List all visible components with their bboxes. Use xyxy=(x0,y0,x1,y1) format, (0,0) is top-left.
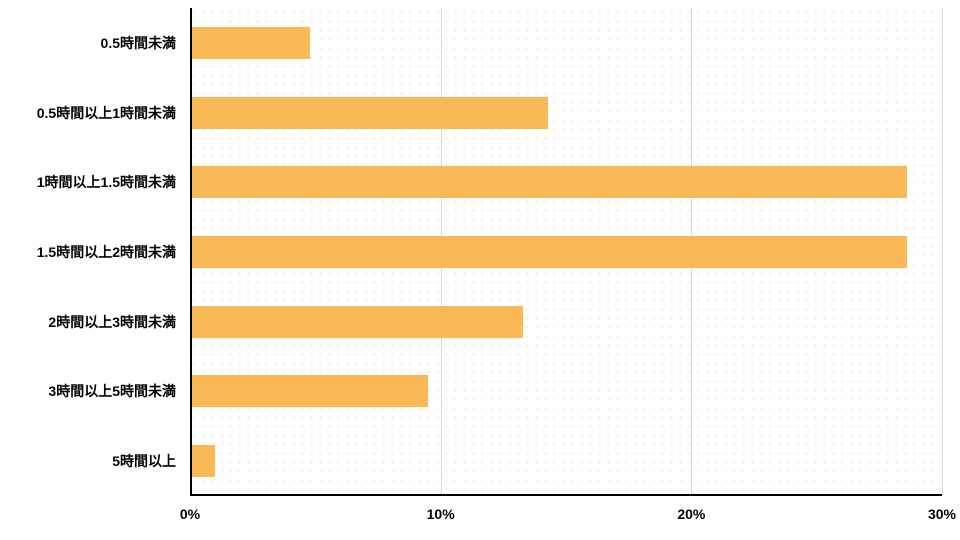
bar xyxy=(190,27,310,59)
bar xyxy=(190,375,428,407)
bar xyxy=(190,97,548,129)
x-tick-label: 20% xyxy=(677,496,705,522)
plot-area: 0%10%20%30%0.5時間未満0.5時間以上1時間未満1時間以上1.5時間… xyxy=(190,8,942,496)
x-axis-line xyxy=(190,494,942,496)
bar xyxy=(190,445,215,477)
y-category-label: 1.5時間以上2時間未満 xyxy=(37,242,190,262)
bar xyxy=(190,236,907,268)
y-category-label: 3時間以上5時間未満 xyxy=(48,381,190,401)
x-tick-label: 30% xyxy=(928,496,956,522)
x-gridline xyxy=(942,8,943,496)
y-category-label: 0.5時間以上1時間未満 xyxy=(37,103,190,123)
x-tick-label: 0% xyxy=(180,496,200,522)
bar xyxy=(190,306,523,338)
y-category-label: 0.5時間未満 xyxy=(101,33,190,53)
y-category-label: 1時間以上1.5時間未満 xyxy=(37,172,190,192)
y-category-label: 2時間以上3時間未満 xyxy=(48,312,190,332)
x-tick-label: 10% xyxy=(427,496,455,522)
bar xyxy=(190,166,907,198)
y-category-label: 5時間以上 xyxy=(112,451,190,471)
y-axis-line xyxy=(190,8,192,496)
bar-chart: 0% 10% 20% 30% 0.5時間未満 0.5時間以上1時間未満 1時間以上1.5時間… xyxy=(0,0,960,540)
